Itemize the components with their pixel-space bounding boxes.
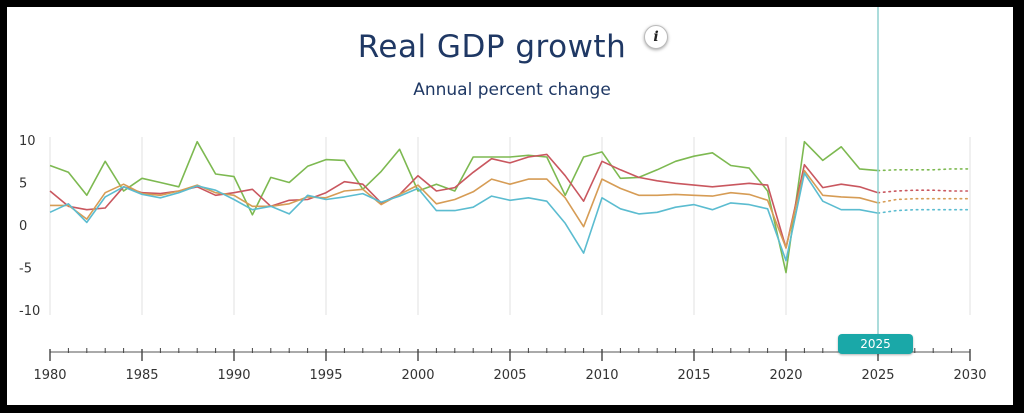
grid [49, 137, 971, 315]
selected-year-badge[interactable]: 2025 [838, 334, 913, 354]
series-line [49, 172, 879, 262]
y-axis: 10 5 0 -5 -10 [19, 134, 40, 319]
chart-subtitle: Annual percent change [413, 80, 611, 100]
y-tick-label: -5 [19, 262, 32, 277]
x-axis: 1980 1985 1990 1995 2000 2005 2010 2015 2020 2025… [33, 348, 987, 383]
series-line [50, 169, 879, 249]
x-tick-label: 1995 [309, 368, 342, 383]
page-title: Real GDP growth [357, 29, 627, 65]
x-tick-label: 1985 [125, 368, 158, 383]
x-tick-label: 2000 [401, 368, 434, 383]
series-line [49, 140, 879, 274]
y-tick-label: 10 [19, 134, 36, 149]
info-icon[interactable]: i [644, 25, 668, 49]
x-tick-label: 2030 [953, 368, 986, 383]
series-projection [877, 168, 971, 172]
y-tick-label: 0 [19, 219, 27, 234]
series-line [49, 153, 879, 249]
series-projection [877, 197, 971, 204]
x-tick-label: 2020 [769, 368, 802, 383]
gdp-line-chart: 10 5 0 -5 -10 1980 1985 1990 1995 2000 2005 2010 20… [19, 7, 987, 383]
x-tick-label: 1990 [217, 368, 250, 383]
y-tick-label: 5 [19, 177, 27, 192]
x-tick-label: 2015 [677, 368, 710, 383]
x-tick-label: 2010 [585, 368, 618, 383]
series-projection [877, 189, 971, 194]
x-tick-label: 2005 [493, 368, 526, 383]
chart-panel: Real GDP growth i Annual percent change … [5, 5, 1015, 407]
x-tick-label: 1980 [33, 368, 66, 383]
series-lines [49, 140, 971, 274]
x-tick-label: 2025 [861, 368, 894, 383]
y-tick-label: -10 [19, 304, 40, 319]
series-projection [877, 208, 971, 214]
